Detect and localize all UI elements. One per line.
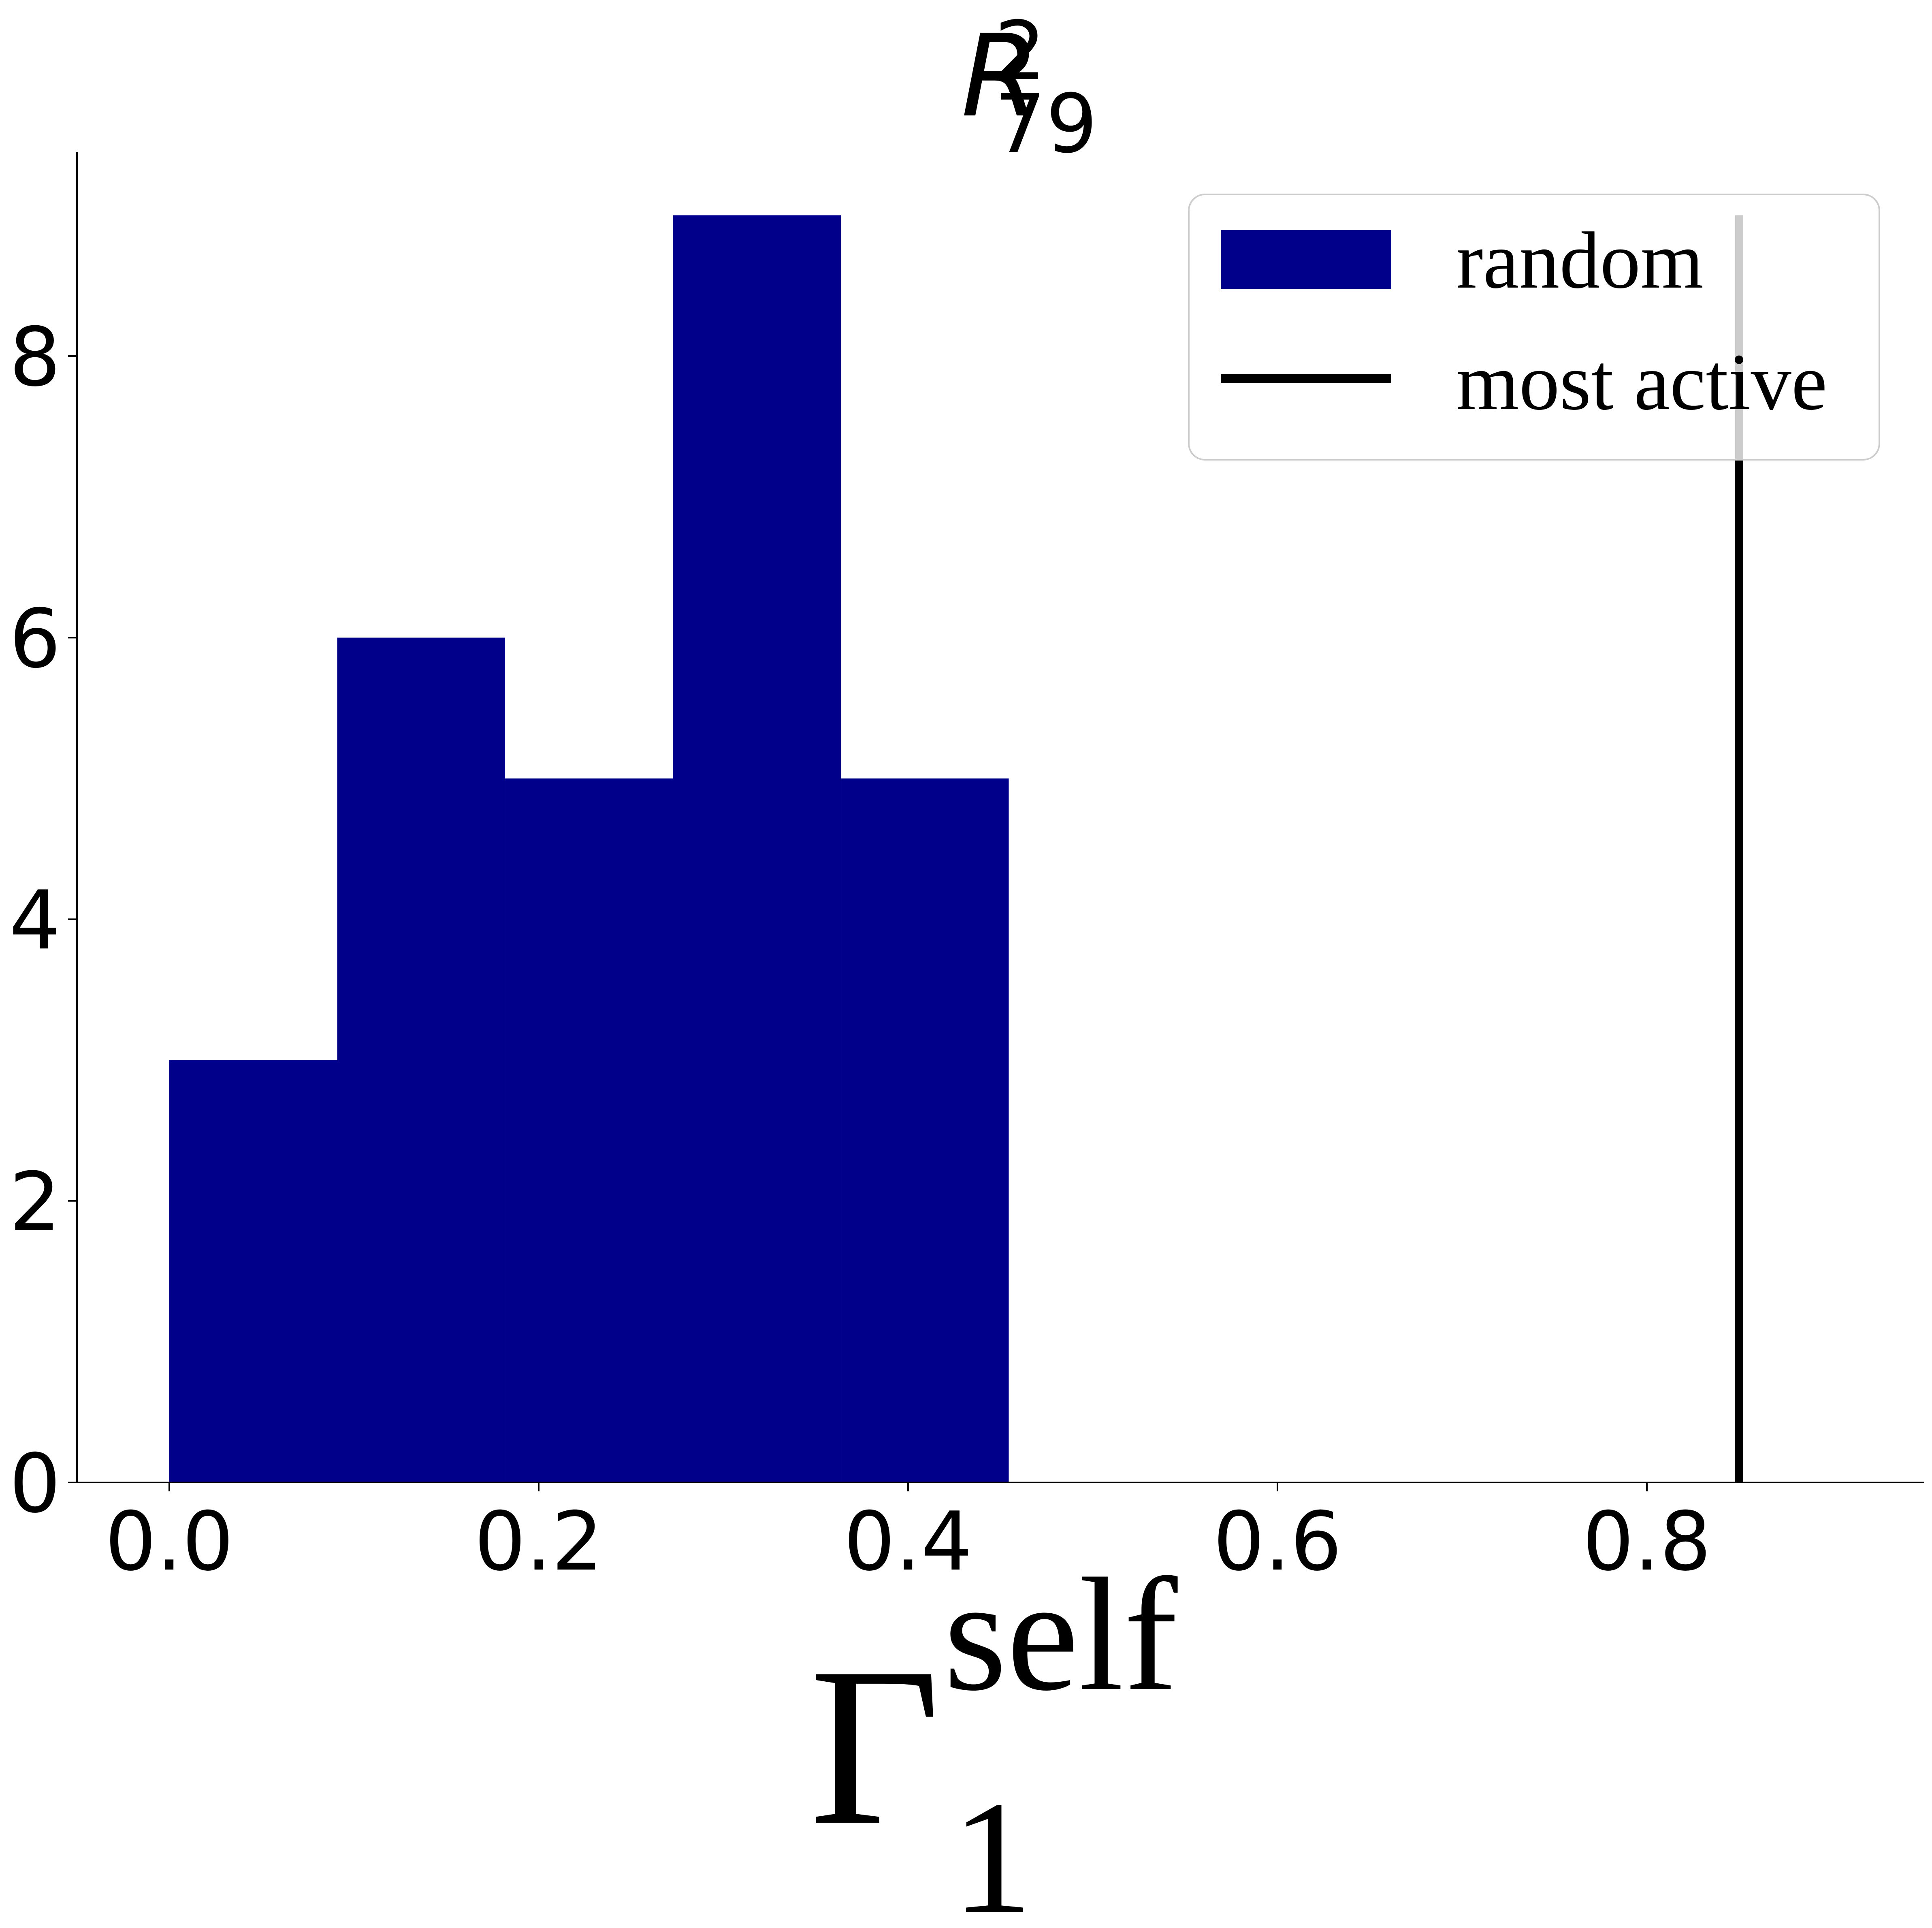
- chart-title-base: R: [961, 11, 1040, 143]
- x-ticks: 0.0 0.2 0.4 0.6 0.8: [105, 1482, 1711, 1589]
- legend-label-most-active: most active: [1456, 337, 1827, 427]
- x-tick-label-3: 0.6: [1213, 1495, 1342, 1589]
- legend-swatch-random: [1221, 230, 1391, 289]
- legend: random most active: [1188, 194, 1880, 461]
- histogram-bar-1: [337, 638, 505, 1483]
- histogram-bar-2: [505, 778, 673, 1482]
- chart-title-sub: 79: [994, 77, 1098, 171]
- y-tick-label-4: 8: [9, 310, 61, 405]
- x-tick-label-4: 0.8: [1582, 1495, 1711, 1589]
- y-tick-label-3: 6: [9, 592, 61, 686]
- y-ticks: 0 2 4 6 8: [9, 310, 77, 1531]
- chart-title: R: [961, 11, 1040, 143]
- histogram-bar-4: [841, 778, 1009, 1482]
- chart-title-sup: 2: [994, 4, 1046, 98]
- x-axis-label-base: Γ: [809, 1621, 940, 1872]
- x-tick-label-2: 0.4: [844, 1495, 972, 1589]
- histogram-bars: [169, 215, 1009, 1483]
- y-tick-label-2: 4: [9, 874, 61, 968]
- x-tick-label-0: 0.0: [105, 1495, 234, 1589]
- x-axis-label-sub: 1: [952, 1768, 1033, 1928]
- histogram-bar-3: [673, 215, 841, 1482]
- histogram-bar-0: [169, 1060, 337, 1482]
- x-axis-label-sup: self: [944, 1545, 1179, 1724]
- y-tick-label-1: 2: [9, 1155, 61, 1250]
- legend-label-random: random: [1456, 216, 1704, 305]
- x-tick-label-1: 0.2: [474, 1495, 603, 1589]
- y-tick-label-0: 0: [9, 1437, 61, 1531]
